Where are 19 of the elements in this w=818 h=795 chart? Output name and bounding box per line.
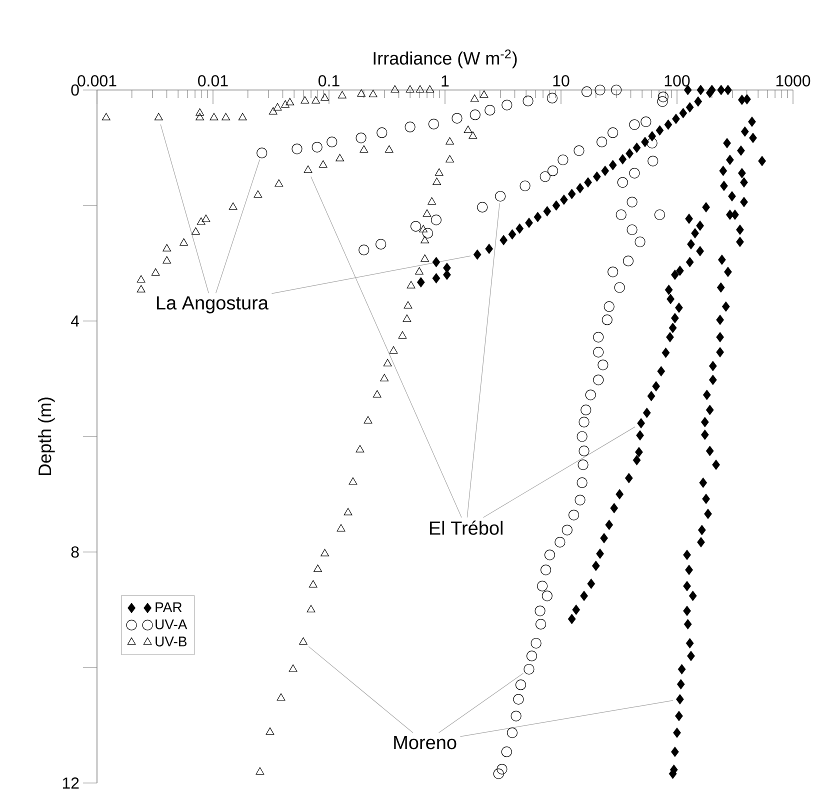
legend-label: PAR: [156, 602, 182, 612]
annotation: Moreno: [394, 736, 456, 750]
y-tick-label: 8: [71, 546, 79, 558]
annotation: La Angostura: [157, 296, 268, 314]
y-tick-label: 0: [71, 84, 79, 96]
legend-label: UV-A: [156, 620, 188, 630]
x-tick-label: 10: [553, 75, 570, 86]
x-axis-title: Irradiance (W m$^{-2}$): [374, 49, 517, 68]
x-tick-label: 1: [442, 75, 449, 86]
x-tick-label: 1000: [776, 75, 810, 86]
x-tick-label: 100: [664, 75, 690, 86]
y-tick-label: 4: [70, 315, 80, 327]
annotation: El Trébol: [430, 520, 502, 535]
x-tick-label: 0.1: [318, 75, 340, 86]
y-axis-title: Depth (m): [38, 398, 55, 476]
legend-label: UV-B: [156, 636, 187, 646]
x-tick-label: 0.001: [78, 75, 116, 86]
y-tick-label: 12: [62, 777, 79, 789]
x-tick-label: 0.01: [198, 75, 228, 86]
